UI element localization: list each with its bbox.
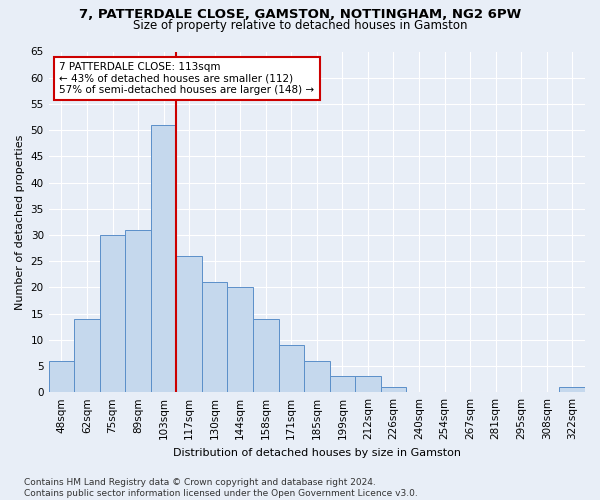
Bar bbox=[227, 288, 253, 392]
Text: 7 PATTERDALE CLOSE: 113sqm
← 43% of detached houses are smaller (112)
57% of sem: 7 PATTERDALE CLOSE: 113sqm ← 43% of deta… bbox=[59, 62, 314, 95]
Bar bbox=[380, 387, 406, 392]
Bar bbox=[125, 230, 151, 392]
Bar bbox=[176, 256, 202, 392]
Bar bbox=[74, 319, 100, 392]
Bar bbox=[100, 235, 125, 392]
Bar bbox=[151, 125, 176, 392]
Bar bbox=[559, 387, 585, 392]
Bar bbox=[253, 319, 278, 392]
Text: Size of property relative to detached houses in Gamston: Size of property relative to detached ho… bbox=[133, 19, 467, 32]
Bar bbox=[355, 376, 380, 392]
Bar bbox=[202, 282, 227, 392]
Bar bbox=[278, 345, 304, 392]
Bar bbox=[49, 360, 74, 392]
Text: 7, PATTERDALE CLOSE, GAMSTON, NOTTINGHAM, NG2 6PW: 7, PATTERDALE CLOSE, GAMSTON, NOTTINGHAM… bbox=[79, 8, 521, 20]
Bar bbox=[329, 376, 355, 392]
X-axis label: Distribution of detached houses by size in Gamston: Distribution of detached houses by size … bbox=[173, 448, 461, 458]
Y-axis label: Number of detached properties: Number of detached properties bbox=[15, 134, 25, 310]
Text: Contains HM Land Registry data © Crown copyright and database right 2024.
Contai: Contains HM Land Registry data © Crown c… bbox=[24, 478, 418, 498]
Bar bbox=[304, 360, 329, 392]
